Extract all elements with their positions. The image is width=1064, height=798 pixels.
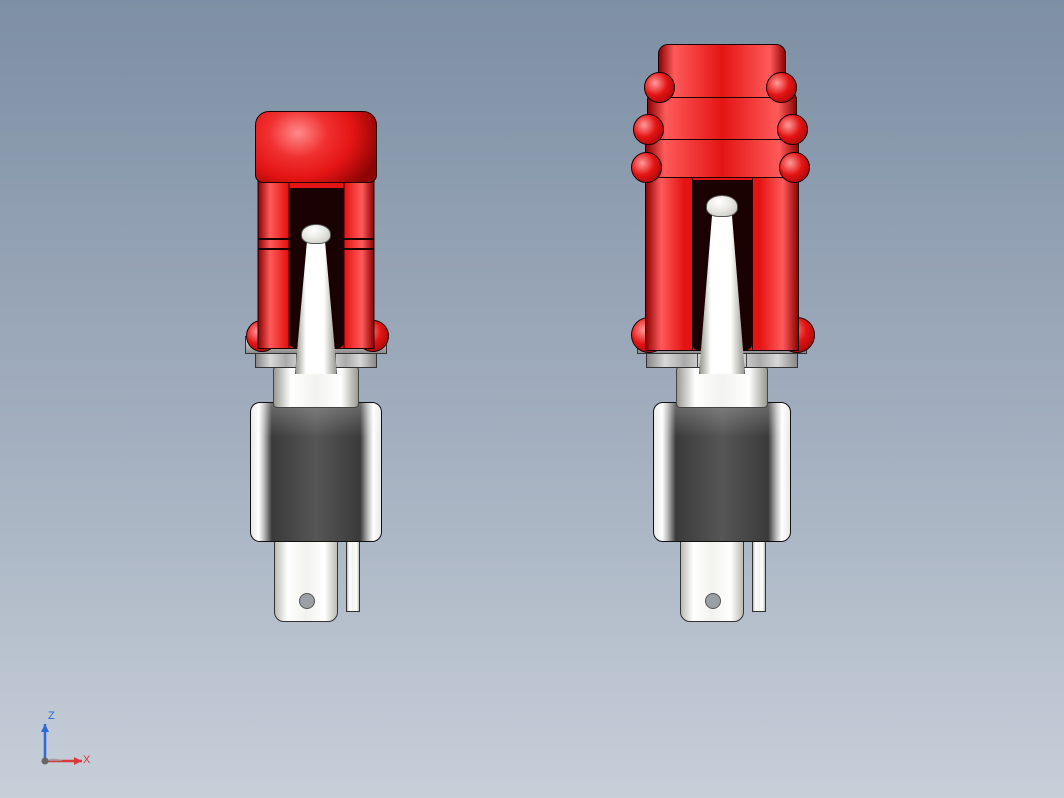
switch-left[interactable]	[251, 0, 381, 798]
terminal-hole	[299, 593, 315, 609]
cover-segment-knob	[631, 152, 662, 183]
switch-body	[250, 402, 382, 542]
terminal-thin	[752, 534, 766, 612]
terminal-thin	[346, 534, 360, 612]
toggle-tip	[301, 224, 331, 244]
terminal-wide	[680, 534, 744, 622]
toggle-tip	[706, 195, 738, 217]
cover-segment-knob	[777, 114, 808, 145]
model-scene[interactable]	[0, 0, 1064, 798]
cover-segment-knob	[644, 72, 675, 103]
cover-segment-knob	[766, 72, 797, 103]
terminal-hole	[705, 593, 721, 609]
cad-viewport[interactable]: Z X	[0, 0, 1064, 798]
switch-body	[653, 402, 791, 542]
cover-segment-knob	[779, 152, 810, 183]
switch-right[interactable]	[647, 0, 797, 798]
terminal-wide	[274, 534, 338, 622]
cover-segment-knob	[633, 114, 664, 145]
cover-top-cap	[255, 111, 377, 183]
